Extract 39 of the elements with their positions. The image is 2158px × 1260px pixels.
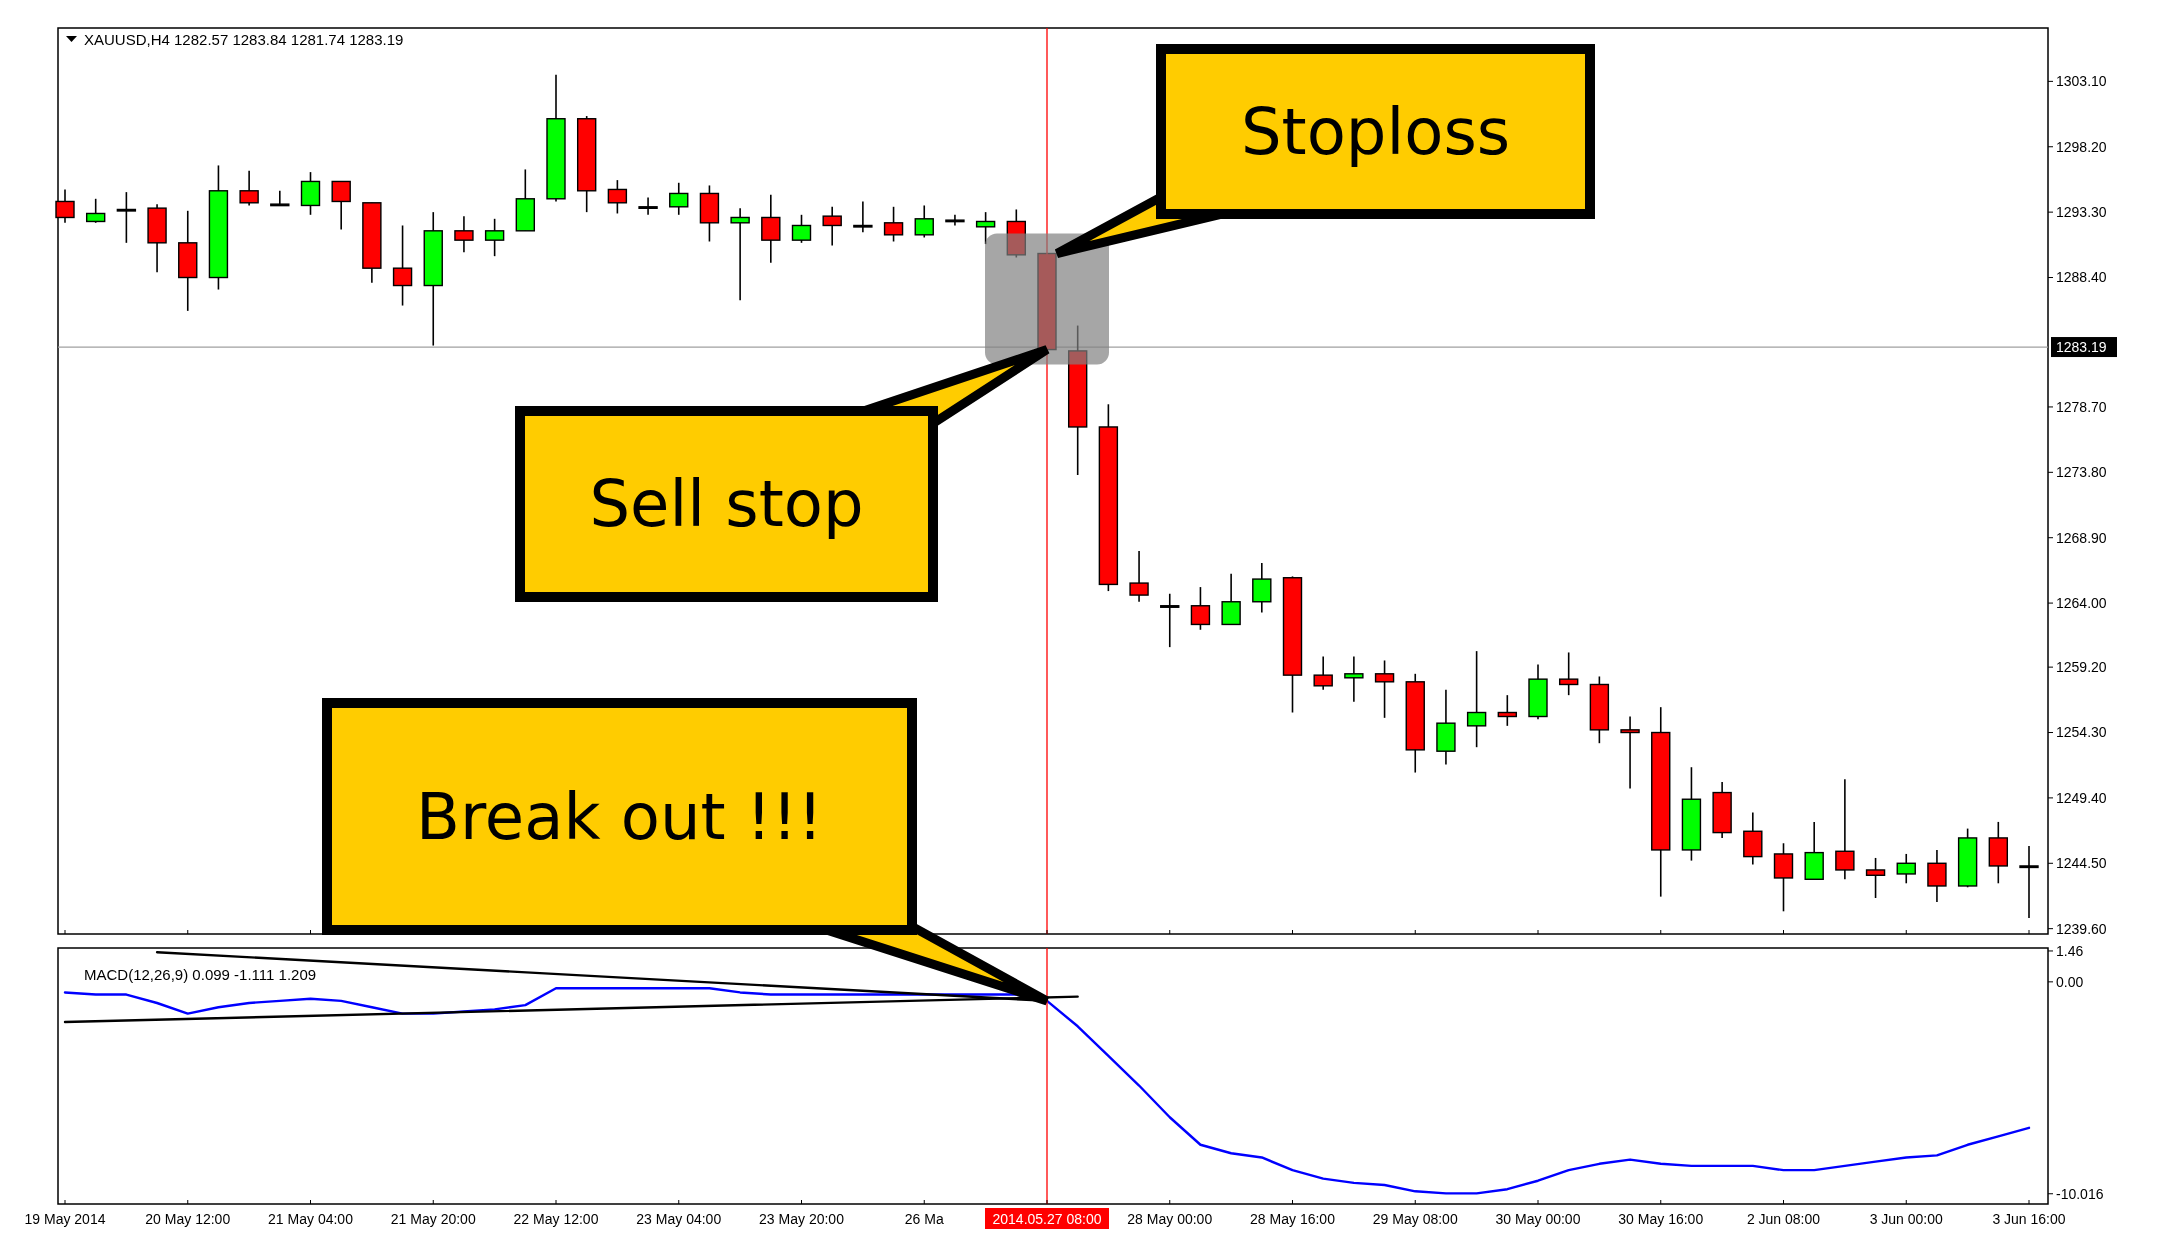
y-tick-label: 1278.70	[2056, 398, 2107, 415]
y-tick-label: 1298.20	[2056, 138, 2107, 155]
x-tick-label: 21 May 04:00	[268, 1211, 354, 1227]
x-tick-label: 23 May 20:00	[759, 1211, 845, 1227]
y-tick-label: 1268.90	[2056, 529, 2107, 546]
chart-title: XAUUSD,H4 1282.57 1283.84 1281.74 1283.19	[84, 31, 404, 48]
x-tick-label: 20 May 12:00	[145, 1211, 231, 1227]
x-tick-label: 2014.05.27 08:00	[992, 1211, 1102, 1227]
x-tick-label: 29 May 08:00	[1372, 1211, 1458, 1227]
annotation: Break out !!!	[416, 779, 823, 854]
annotation: Stoploss	[1240, 94, 1511, 169]
x-tick-label: 26 Ma	[904, 1211, 944, 1227]
x-tick-label: 22 May 12:00	[513, 1211, 599, 1227]
y-tick-label: 0.00	[2056, 973, 2084, 990]
x-tick-label: 30 May 00:00	[1495, 1211, 1581, 1227]
y-tick-label: 1273.80	[2056, 464, 2107, 481]
annotation: Sell stop	[589, 467, 864, 542]
y-tick-label: 1254.30	[2056, 724, 2107, 741]
x-tick-label: 19 May 2014	[24, 1211, 106, 1227]
x-tick-label: 28 May 00:00	[1127, 1211, 1213, 1227]
y-tick-label: 1259.20	[2056, 659, 2107, 676]
x-tick-label: 2 Jun 08:00	[1746, 1211, 1821, 1227]
y-tick-label: 1244.50	[2056, 855, 2107, 872]
x-tick-label: 28 May 16:00	[1250, 1211, 1336, 1227]
ref-line-label: 1283.19	[2056, 338, 2107, 355]
x-tick-label: 21 May 20:00	[390, 1211, 476, 1227]
x-tick-label: 30 May 16:00	[1618, 1211, 1704, 1227]
text: MACD(12,26,9) 0.099 -1.111 1.209	[84, 966, 317, 983]
x-tick-label: 23 May 04:00	[636, 1211, 722, 1227]
x-tick-label: 3 Jun 16:00	[1992, 1211, 2066, 1227]
y-tick-label: 1303.10	[2056, 73, 2107, 90]
y-tick-label: -10.016	[2056, 1185, 2104, 1202]
y-tick-label: 1293.30	[2056, 204, 2107, 221]
y-tick-label: 1249.40	[2056, 789, 2107, 806]
y-tick-label: 1264.00	[2056, 594, 2107, 611]
y-tick-label: 1239.60	[2056, 920, 2107, 937]
y-tick-label: 1.46	[2056, 942, 2084, 959]
y-tick-label: 1288.40	[2056, 269, 2107, 286]
x-tick-label: 3 Jun 00:00	[1869, 1211, 1944, 1227]
